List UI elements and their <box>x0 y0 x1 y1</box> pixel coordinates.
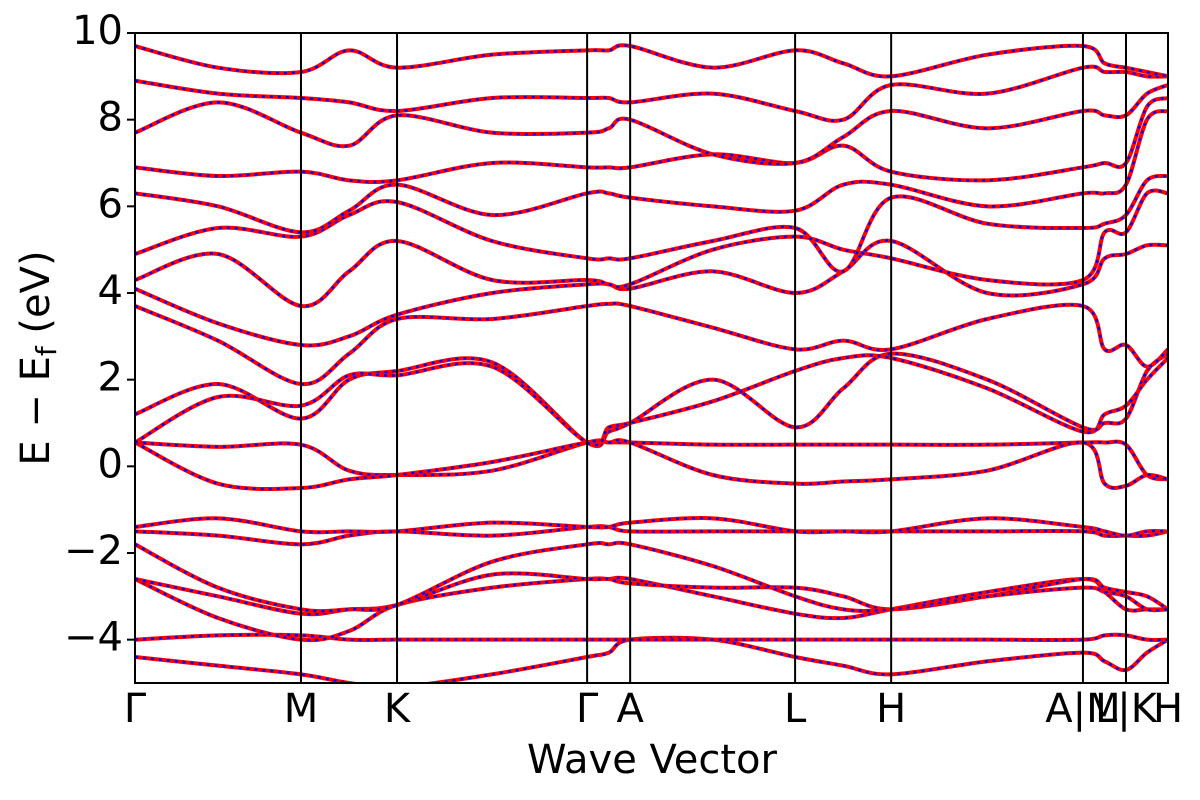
band-line <box>135 173 1168 274</box>
band-line <box>135 238 1168 348</box>
x-tick-label: H <box>876 686 906 732</box>
y-label-unit: (eV) <box>13 250 59 346</box>
x-tick-label: A|M <box>1045 686 1120 732</box>
band-line <box>135 64 1168 123</box>
y-label-sub: f <box>30 345 63 356</box>
y-tick-label: 6 <box>98 181 123 227</box>
band-line <box>135 353 1168 447</box>
x-tick-label: A <box>616 686 644 732</box>
band-line-dashed <box>135 576 1168 642</box>
band-line-dashed <box>135 439 1168 481</box>
band-line-dashed <box>135 239 1168 347</box>
band-line-dashed <box>135 174 1168 273</box>
band-line <box>135 83 1168 166</box>
x-tick-label: K <box>384 686 412 732</box>
y-tick-label: 0 <box>98 441 123 487</box>
band-line-dashed <box>135 352 1168 448</box>
x-tick-label: H <box>1153 686 1183 732</box>
band-line-dashed <box>135 44 1168 78</box>
y-axis-label: E − Ef (eV) <box>13 250 63 465</box>
band-line-dashed <box>135 636 1168 683</box>
band-line <box>135 438 1168 482</box>
x-tick-label: L <box>784 686 807 732</box>
y-tick-label: 2 <box>98 355 123 401</box>
band-line-dashed <box>135 541 1168 613</box>
band-line <box>135 188 1168 309</box>
band-line-dashed <box>135 189 1168 308</box>
band-line-dashed <box>135 353 1168 447</box>
plot-frame <box>134 32 1169 684</box>
band-line <box>135 96 1168 184</box>
band-line-dashed <box>135 438 1168 491</box>
band-line <box>135 301 1168 387</box>
band-line <box>135 635 1168 683</box>
bands <box>135 43 1168 683</box>
x-tick-label: Γ <box>576 686 599 732</box>
x-tick-label: M <box>284 686 319 732</box>
x-axis-label: Wave Vector <box>527 737 778 783</box>
x-tick-label: L|K <box>1095 686 1159 732</box>
y-tick-label: −4 <box>64 615 123 661</box>
band-line-dashed <box>135 524 1168 546</box>
y-tick-label: 8 <box>98 95 123 141</box>
band-line <box>135 438 1168 491</box>
band-line-dashed <box>135 633 1168 642</box>
x-tick-label: Γ <box>124 686 147 732</box>
band-line <box>135 540 1168 614</box>
y-tick-label: 10 <box>72 8 123 54</box>
y-tick-label: 4 <box>98 268 123 314</box>
y-label-main: E − E <box>13 356 59 466</box>
y-tick-label: −2 <box>64 528 123 574</box>
band-line-dashed <box>135 96 1168 184</box>
band-line <box>135 516 1168 538</box>
band-line-dashed <box>135 109 1168 234</box>
